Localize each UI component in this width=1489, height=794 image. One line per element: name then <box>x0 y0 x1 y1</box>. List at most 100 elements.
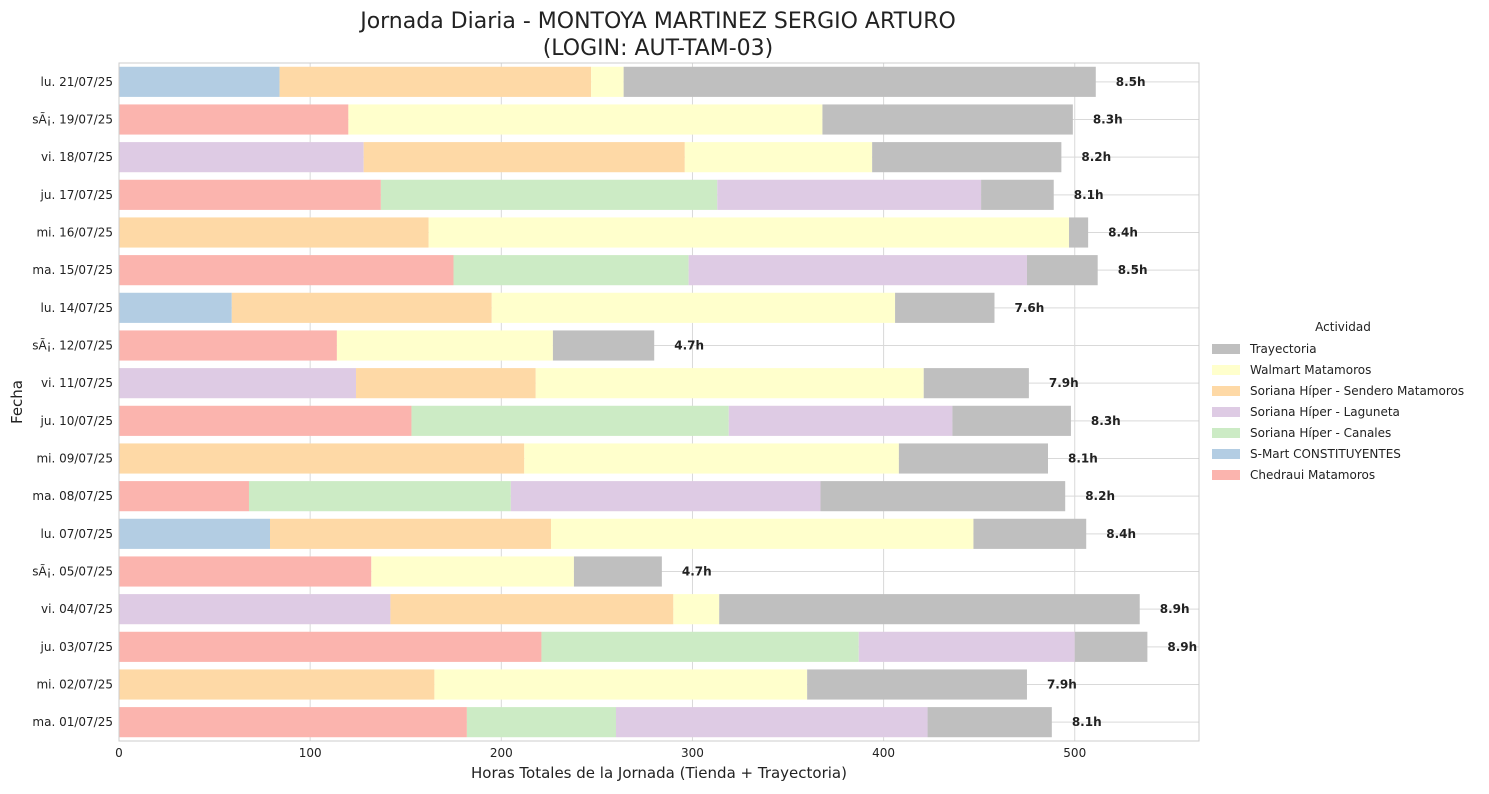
bar-segment <box>684 142 873 173</box>
bar-segment <box>491 292 896 323</box>
plot-frame <box>118 62 1200 742</box>
legend-swatch <box>1212 449 1240 459</box>
bar-segment <box>1074 631 1148 662</box>
bar-segment <box>973 518 1087 549</box>
bar-segment <box>390 594 674 625</box>
legend-entry: Walmart Matamoros <box>1250 363 1371 377</box>
bar-segment <box>119 594 391 625</box>
bar-segment <box>119 255 454 286</box>
bar-segment <box>336 330 553 361</box>
bar-segment <box>119 707 467 738</box>
legend-entry: Soriana Híper - Canales <box>1250 426 1391 440</box>
x-tick-label: 500 <box>1063 746 1086 760</box>
bar-segment <box>822 104 1073 135</box>
bar-segment <box>552 330 655 361</box>
legend-swatch <box>1212 344 1240 354</box>
y-tick-label: lu. 21/07/25 <box>41 75 113 89</box>
bar-segment <box>119 142 364 173</box>
y-tick-label: ma. 15/07/25 <box>32 263 113 277</box>
bar-segment <box>119 66 280 97</box>
bar-segment <box>371 556 574 587</box>
bar-segment <box>119 669 435 700</box>
bar-segment <box>119 179 381 210</box>
y-tick-label: lu. 07/07/25 <box>41 527 113 541</box>
y-tick-label: sÃ¡. 19/07/25 <box>32 112 113 127</box>
bar-total-label: 8.5h <box>1116 75 1146 89</box>
y-tick-label: vi. 18/07/25 <box>41 150 113 164</box>
legend-entry: Soriana Híper - Sendero Matamoros <box>1250 384 1464 398</box>
bar-total-label: 4.7h <box>682 565 712 579</box>
bar-segment <box>119 368 357 399</box>
bar-segment <box>952 405 1071 436</box>
bar-segment <box>119 104 349 135</box>
bar-segment <box>807 669 1027 700</box>
x-tick-label: 0 <box>115 746 123 760</box>
bar-total-label: 8.9h <box>1160 602 1190 616</box>
bar-segment <box>927 707 1052 738</box>
bar-segment <box>119 292 232 323</box>
y-tick-label: ju. 17/07/25 <box>40 188 113 202</box>
bar-total-label: 8.1h <box>1072 715 1102 729</box>
x-tick-label: 100 <box>299 746 322 760</box>
bar-segment <box>248 481 511 512</box>
y-tick-label: ju. 10/07/25 <box>40 414 113 428</box>
bar-segment <box>453 255 689 286</box>
bar-segment <box>673 594 720 625</box>
legend-entry: S-Mart CONSTITUYENTES <box>1250 447 1401 461</box>
legend-swatch <box>1212 428 1240 438</box>
bar-segment <box>1069 217 1089 248</box>
bar-total-label: 8.4h <box>1108 226 1138 240</box>
y-tick-label: ma. 08/07/25 <box>32 489 113 503</box>
bar-total-label: 8.1h <box>1074 188 1104 202</box>
legend-title: Actividad <box>1315 320 1371 334</box>
bar-segment <box>363 142 685 173</box>
bar-total-label: 7.9h <box>1049 376 1079 390</box>
bar-segment <box>923 368 1029 399</box>
bar-segment <box>895 292 995 323</box>
bar-total-label: 8.4h <box>1106 527 1136 541</box>
y-tick-label: lu. 14/07/25 <box>41 301 113 315</box>
bar-total-label: 7.6h <box>1014 301 1044 315</box>
bar-total-label: 8.3h <box>1091 414 1121 428</box>
bar-segment <box>717 179 982 210</box>
legend-swatch <box>1212 386 1240 396</box>
y-tick-label: mi. 16/07/25 <box>36 226 113 240</box>
legend-entry: Trayectoria <box>1249 342 1317 356</box>
bar-segment <box>411 405 729 436</box>
bar-segment <box>820 481 1066 512</box>
chart-title-line-1: Jornada Diaria - MONTOYA MARTINEZ SERGIO… <box>358 9 956 34</box>
bar-segment <box>348 104 823 135</box>
bar-segment <box>858 631 1075 662</box>
bar-segment <box>119 217 429 248</box>
bar-segment <box>119 443 525 474</box>
y-axis-title: Fecha <box>8 380 26 424</box>
bar-segment <box>356 368 536 399</box>
bar-segment <box>279 66 592 97</box>
legend-swatch <box>1212 470 1240 480</box>
y-tick-label: sÃ¡. 12/07/25 <box>32 338 113 353</box>
bar-segment <box>510 481 821 512</box>
bar-segment <box>380 179 718 210</box>
y-tick-label: ma. 01/07/25 <box>32 715 113 729</box>
bar-total-label: 8.2h <box>1085 489 1115 503</box>
bar-segment <box>119 481 249 512</box>
bar-segment <box>591 66 624 97</box>
x-tick-label: 400 <box>872 746 895 760</box>
legend-swatch <box>1212 407 1240 417</box>
y-tick-label: sÃ¡. 05/07/25 <box>32 564 113 579</box>
bar-segment <box>981 179 1054 210</box>
x-tick-label: 200 <box>490 746 513 760</box>
x-tick-label: 300 <box>681 746 704 760</box>
bar-segment <box>898 443 1048 474</box>
y-tick-label: vi. 11/07/25 <box>41 376 113 390</box>
bar-total-label: 8.9h <box>1167 640 1197 654</box>
bar-segment <box>872 142 1062 173</box>
bar-segment <box>119 631 542 662</box>
bar-total-label: 8.2h <box>1081 150 1111 164</box>
y-tick-label: vi. 04/07/25 <box>41 602 113 616</box>
bar-segment <box>688 255 1027 286</box>
legend-entry: Soriana Híper - Laguneta <box>1250 405 1400 419</box>
bar-segment <box>428 217 1070 248</box>
